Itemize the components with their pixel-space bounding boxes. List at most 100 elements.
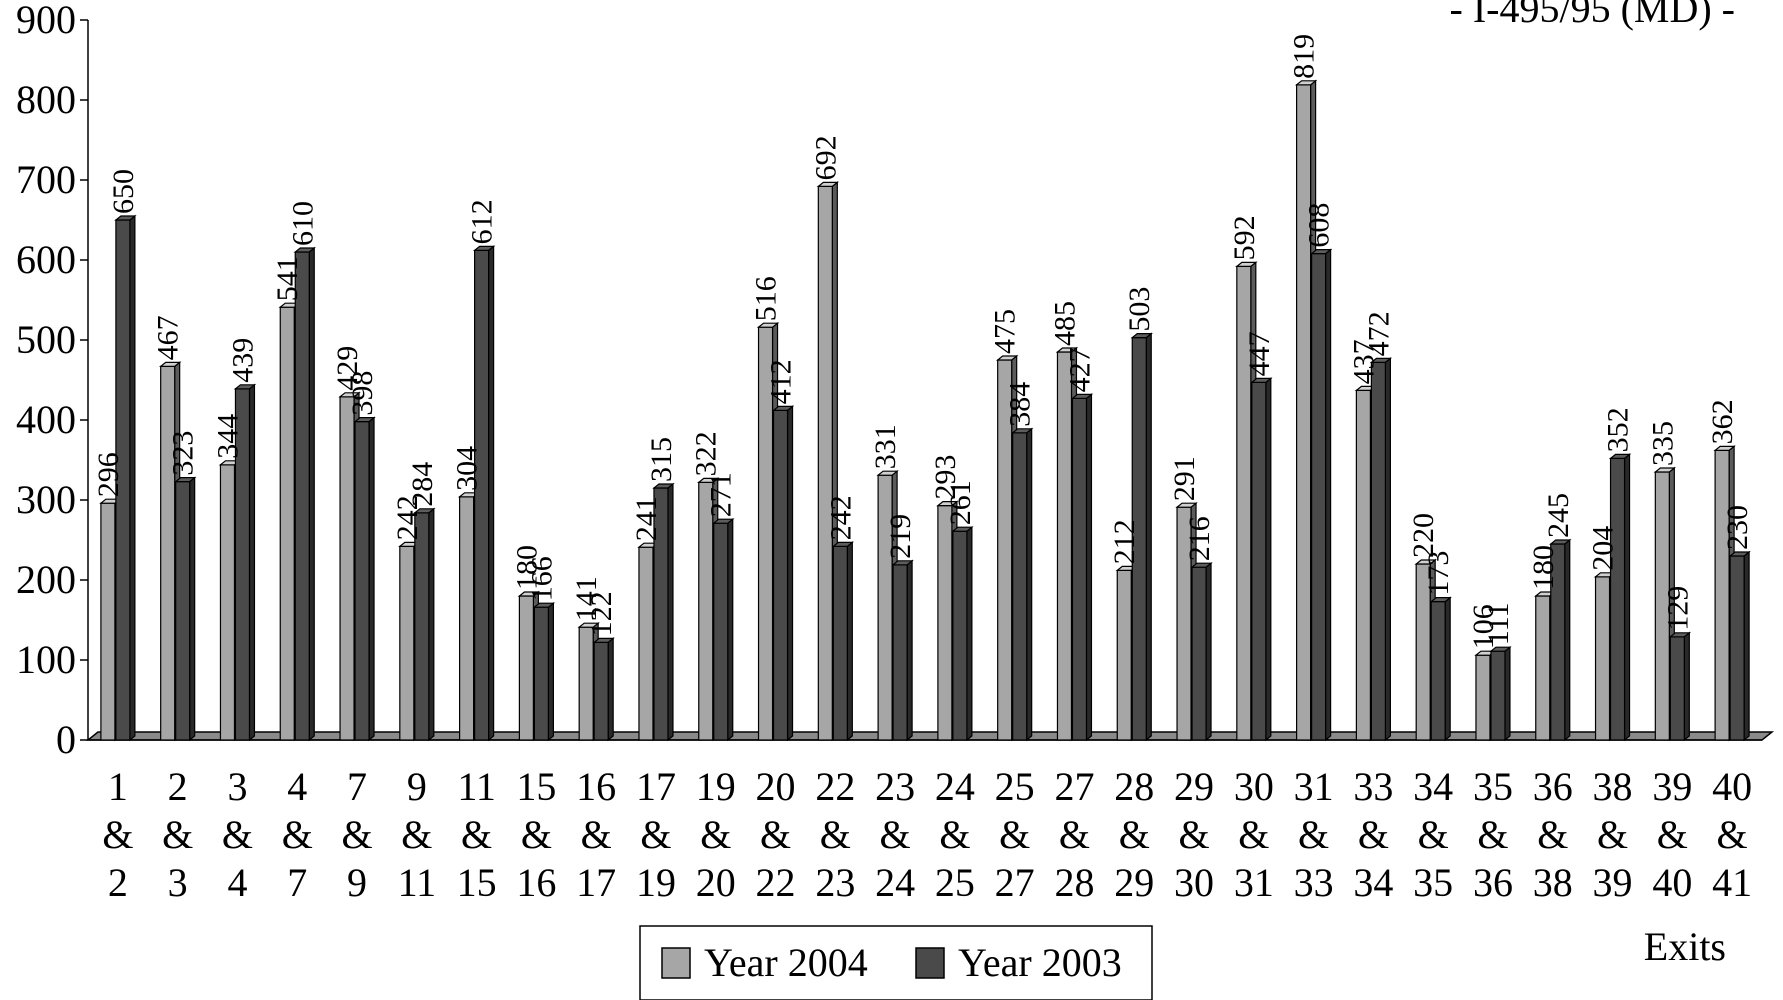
bar-y2003-26 <box>1668 631 1692 742</box>
data-label: 475 <box>989 309 1022 354</box>
data-label: 485 <box>1048 301 1081 346</box>
data-label: 412 <box>765 359 798 404</box>
data-label: 516 <box>750 276 783 321</box>
legend-item-y2003: Year 2003 <box>915 940 1122 985</box>
x-tick-label: 31 & 33 <box>1294 764 1334 905</box>
data-label: 541 <box>271 256 304 301</box>
bar-y2003-7 <box>532 601 556 742</box>
bar-y2003-9 <box>652 482 675 742</box>
bar-y2003-19 <box>1250 377 1273 742</box>
x-tick-label: 2 & 3 <box>162 764 193 905</box>
data-label: 315 <box>645 437 678 482</box>
x-tick-label: 4 & 7 <box>282 764 313 905</box>
bar-y2003-12 <box>831 541 855 742</box>
data-label: 439 <box>226 338 259 383</box>
y-tick-label: 500 <box>16 317 76 362</box>
bar-y2003-21 <box>1369 357 1393 742</box>
data-label: 293 <box>929 455 962 500</box>
data-label: 180 <box>1527 545 1560 590</box>
bar-y2003-23 <box>1489 645 1512 742</box>
legend-label: Year 2004 <box>704 940 868 985</box>
bar-y2003-16 <box>1070 393 1094 742</box>
data-label: 384 <box>1004 382 1037 427</box>
data-label: 271 <box>705 472 738 517</box>
data-label: 447 <box>1243 331 1276 376</box>
data-label: 427 <box>1063 347 1096 392</box>
y-tick-label: 800 <box>16 77 76 122</box>
data-label: 437 <box>1347 339 1380 384</box>
bar-y2003-5 <box>413 507 436 742</box>
bar-y2003-0 <box>114 214 137 742</box>
data-label: 362 <box>1706 399 1739 444</box>
data-label: 819 <box>1288 34 1321 79</box>
bar-y2003-2 <box>233 383 257 742</box>
x-tick-label: 15 & 16 <box>516 764 556 905</box>
bar-y2003-1 <box>173 476 197 742</box>
data-label: 204 <box>1587 526 1620 571</box>
data-label: 230 <box>1721 505 1754 550</box>
bar-y2003-13 <box>891 559 914 742</box>
legend-label: Year 2003 <box>958 940 1122 985</box>
data-label: 344 <box>211 414 244 459</box>
data-label: 111 <box>1482 602 1515 645</box>
data-label: 322 <box>690 431 723 476</box>
chart-axes: 0 100 200 300 400 500 600 700 800 900 <box>16 0 1762 762</box>
x-tick-label: 17 & 19 <box>636 764 676 905</box>
y-tick-label: 900 <box>16 0 76 42</box>
data-label: 503 <box>1123 287 1156 332</box>
y-tick-label: 0 <box>56 717 76 762</box>
legend-frame <box>639 925 1153 1000</box>
data-label: 304 <box>451 446 484 491</box>
x-tick-label: 1 & 2 <box>102 764 133 905</box>
data-label: 241 <box>630 496 663 541</box>
x-tick-label: 23 & 24 <box>875 764 915 905</box>
bar-y2003-22 <box>1429 596 1452 742</box>
data-label: 608 <box>1303 203 1336 248</box>
x-tick-label: 27 & 28 <box>1054 764 1094 905</box>
x-tick-label: 36 & 38 <box>1533 764 1573 905</box>
data-label: 296 <box>92 452 125 497</box>
chart-x-tick-labels: 1 & 2 2 & 3 3 & 4 4 & 7 7 & 9 9 & 11 11 & 15 15 & 16 16 & 17 17 & 19 1… <box>102 764 1752 905</box>
data-label: 284 <box>406 462 439 507</box>
y-tick-label: 300 <box>16 477 76 522</box>
bar-y2003-14 <box>951 525 974 742</box>
data-label: 650 <box>107 169 140 214</box>
data-label: 429 <box>331 346 364 391</box>
chart-bars <box>99 79 1751 742</box>
x-tick-label: 25 & 27 <box>995 764 1035 905</box>
data-label: 612 <box>466 199 499 244</box>
data-label: 212 <box>1108 519 1141 564</box>
x-tick-label: 38 & 39 <box>1593 764 1633 905</box>
y-tick-label: 100 <box>16 637 76 682</box>
data-label: 173 <box>1422 551 1455 596</box>
bar-y2003-20 <box>1309 248 1333 742</box>
data-label: 245 <box>1542 493 1575 538</box>
data-label: 216 <box>1183 516 1216 561</box>
chart-legend: Year 2004 Year 2003 <box>639 925 1153 1000</box>
x-tick-label: 16 & 17 <box>576 764 616 905</box>
y-tick-label: 700 <box>16 157 76 202</box>
x-tick-label: 28 & 29 <box>1114 764 1154 905</box>
data-label: 592 <box>1228 215 1261 260</box>
x-tick-label: 34 & 35 <box>1413 764 1453 905</box>
legend-swatch <box>915 947 945 979</box>
y-tick-label: 200 <box>16 557 76 602</box>
x-tick-label: 39 & 40 <box>1652 764 1692 905</box>
bar-y2003-4 <box>353 416 376 742</box>
x-tick-label: 40 & 41 <box>1712 764 1752 905</box>
bar-y2003-25 <box>1608 453 1632 742</box>
legend-item-y2004: Year 2004 <box>661 940 868 985</box>
data-label: 129 <box>1661 586 1694 631</box>
x-tick-label: 30 & 31 <box>1234 764 1274 905</box>
bar-y2003-17 <box>1130 332 1153 742</box>
data-label: 323 <box>167 431 200 476</box>
x-tick-label: 19 & 20 <box>696 764 736 905</box>
data-label: 166 <box>525 556 558 601</box>
bar-y2003-6 <box>472 245 496 742</box>
x-tick-label: 3 & 4 <box>222 764 253 905</box>
data-label: 122 <box>585 591 618 636</box>
data-label: 242 <box>391 495 424 540</box>
data-label: 472 <box>1362 311 1395 356</box>
